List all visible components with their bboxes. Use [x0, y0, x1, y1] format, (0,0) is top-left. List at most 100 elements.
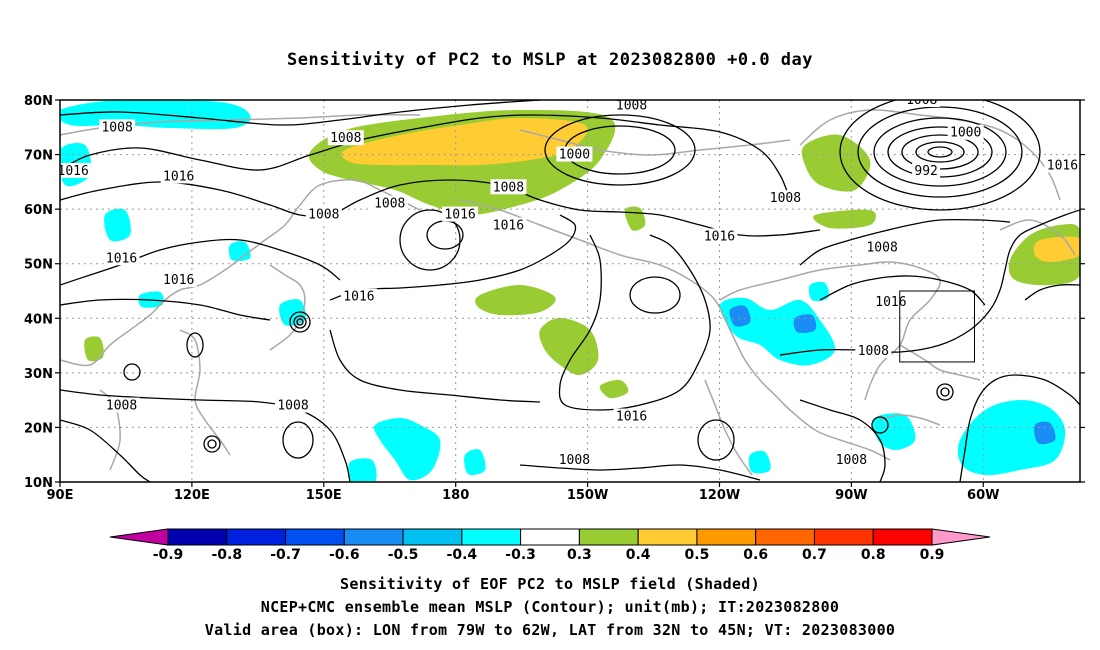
contour-label: 1008 — [330, 131, 361, 146]
contour-label: 1008 — [770, 191, 801, 206]
contour-label: 1008 — [308, 208, 339, 223]
shading-region — [957, 399, 1066, 476]
shading-region — [84, 336, 104, 362]
contour-label: 1008 — [906, 93, 937, 108]
contour-label-bg — [767, 190, 804, 206]
isobar — [60, 179, 821, 237]
contour-label: 1016 — [444, 208, 475, 223]
closed-isobar — [399, 209, 461, 271]
shading-region — [104, 208, 131, 242]
lon-label: 120W — [699, 488, 740, 503]
plot-frame — [59, 99, 1081, 483]
valid-area-box — [899, 290, 975, 363]
shading-region — [341, 118, 588, 166]
isobar — [959, 374, 1080, 482]
contour-label-bg — [701, 228, 738, 244]
contour-label: 1016 — [106, 251, 137, 266]
closed-isobar — [839, 100, 1041, 211]
contour-label: 1000 — [559, 148, 590, 163]
contour-label: 1000 — [950, 126, 981, 141]
closed-isobar — [282, 421, 314, 459]
contour-labels: 1008 1008 1008 1008 1008 1008 1008 1008 1000 1000… — [58, 93, 1080, 468]
contour-label: 1016 — [163, 273, 194, 288]
lat-label: 80N — [24, 94, 53, 109]
contour-label-bg — [340, 288, 377, 304]
shading-region — [373, 418, 441, 481]
contour-label-bg — [103, 250, 140, 266]
isobar — [799, 218, 1011, 266]
lon-label: 120E — [174, 488, 210, 503]
closed-isobar — [936, 383, 954, 401]
shading-region — [1033, 236, 1080, 262]
coastline — [719, 261, 942, 401]
contour-label-bg — [275, 397, 312, 413]
lat-label: 70N — [24, 149, 53, 164]
contour-label-bg — [556, 452, 593, 468]
colorbar-bin — [872, 528, 933, 546]
contour-label-bg — [327, 130, 364, 146]
closed-isobar — [697, 419, 735, 461]
colorbar-bin — [578, 528, 639, 546]
colorbar-label: -0.3 — [505, 547, 536, 563]
contour-label: 1008 — [866, 240, 897, 255]
lat-label: 30N — [24, 367, 53, 382]
colorbar-label: -0.4 — [447, 547, 478, 563]
contour-label: 1008 — [374, 197, 405, 212]
isobar — [329, 214, 577, 301]
contour-label-bg — [371, 195, 408, 211]
lat-label: 10N — [24, 476, 53, 491]
colorbar-label: 0.6 — [743, 547, 768, 563]
colorbar-label: -0.7 — [270, 547, 301, 563]
contour-label-bg — [490, 179, 527, 195]
colorbar: -0.9 -0.8 -0.7 -0.6 -0.5 -0.4 -0.3 0.3 0.4 0.5 0.6… — [109, 528, 991, 563]
coastlines — [60, 109, 1076, 476]
colorbar-label: -0.8 — [211, 547, 242, 563]
closed-isobar — [186, 332, 204, 358]
contour-label: 1016 — [1047, 158, 1078, 173]
closed-isobar — [857, 106, 1023, 198]
colorbar-label: 0.9 — [920, 547, 945, 563]
caption-line-1: Sensitivity of EOF PC2 to MSLP field (Sh… — [340, 575, 760, 593]
colorbar-bin — [461, 528, 522, 546]
contour-label: 1016 — [493, 219, 524, 234]
lon-label: 150W — [567, 488, 608, 503]
isobar — [799, 399, 886, 482]
closed-isobar — [871, 416, 889, 434]
contour-label-bg — [1044, 157, 1080, 173]
lat-label: 20N — [24, 421, 53, 436]
contour-label-bg — [864, 239, 901, 255]
lon-label: 180 — [442, 488, 469, 503]
contour-label-bg — [103, 397, 140, 413]
isobar — [519, 464, 761, 481]
lat-label: 60N — [24, 203, 53, 218]
contour-label-bg — [855, 343, 892, 359]
coastline — [999, 219, 1076, 256]
lat-label: 50N — [24, 258, 53, 273]
contour-label-bg — [556, 146, 593, 162]
contour-label: 1008 — [858, 344, 889, 359]
contour-label: 1008 — [106, 399, 137, 414]
colorbar-label: -0.9 — [153, 547, 184, 563]
contour-label-bg — [305, 206, 342, 222]
coastline — [899, 344, 981, 381]
lon-label: 90E — [47, 488, 74, 503]
plot-title: Sensitivity of PC2 to MSLP at 2023082800… — [286, 50, 813, 70]
colorbar-label: 0.3 — [567, 547, 592, 563]
contour-label-bg — [160, 272, 197, 288]
closed-isobar — [426, 220, 464, 250]
contour-label: 1016 — [704, 229, 735, 244]
isobar — [60, 419, 151, 482]
closed-isobar — [296, 318, 304, 326]
colorbar-bin — [285, 528, 345, 546]
shading-region — [873, 413, 916, 450]
colorbar-right-arrow — [931, 528, 991, 546]
closed-isobar — [544, 114, 696, 186]
shading-region — [228, 241, 251, 262]
contour-label: 1016 — [58, 164, 89, 179]
coastline — [704, 379, 753, 476]
shading-region — [813, 209, 876, 229]
closed-isobar — [123, 363, 141, 381]
isobar — [60, 238, 341, 286]
contour-label: 1016 — [616, 410, 647, 425]
